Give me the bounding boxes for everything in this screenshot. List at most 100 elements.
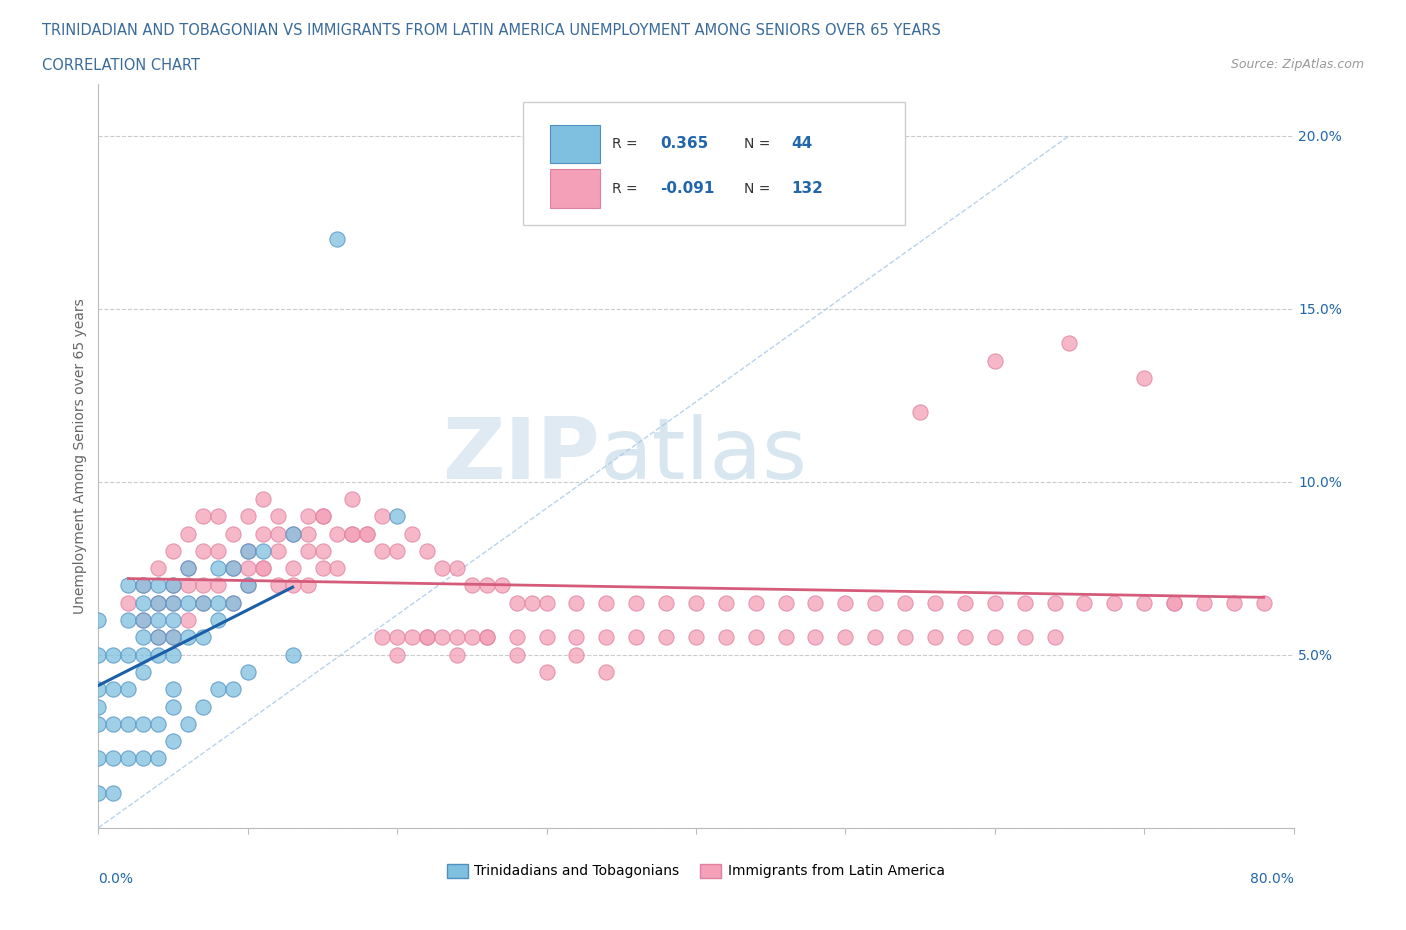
Point bbox=[475, 630, 498, 644]
Point bbox=[297, 526, 319, 541]
Point bbox=[1059, 336, 1081, 351]
Point bbox=[222, 595, 245, 610]
Point bbox=[207, 682, 229, 697]
Point bbox=[865, 630, 887, 644]
Point bbox=[162, 543, 184, 558]
Point bbox=[132, 595, 155, 610]
Text: 80.0%: 80.0% bbox=[1250, 872, 1294, 886]
FancyBboxPatch shape bbox=[523, 102, 905, 225]
Point bbox=[953, 630, 976, 644]
Point bbox=[342, 492, 364, 507]
Point bbox=[281, 647, 304, 662]
Point bbox=[148, 751, 170, 766]
Point bbox=[595, 630, 617, 644]
Point bbox=[148, 647, 170, 662]
Point bbox=[685, 630, 707, 644]
Point bbox=[177, 613, 200, 628]
Point bbox=[804, 595, 827, 610]
FancyBboxPatch shape bbox=[550, 169, 600, 208]
Point bbox=[565, 595, 588, 610]
Point bbox=[685, 595, 707, 610]
Point bbox=[983, 353, 1005, 368]
Point bbox=[416, 543, 439, 558]
Point bbox=[87, 682, 110, 697]
Point bbox=[117, 595, 139, 610]
Point bbox=[191, 578, 214, 593]
Point bbox=[371, 543, 394, 558]
Point bbox=[236, 561, 259, 576]
Point bbox=[834, 630, 856, 644]
Point bbox=[983, 630, 1005, 644]
Text: 44: 44 bbox=[792, 137, 813, 152]
Point bbox=[207, 561, 229, 576]
Point bbox=[177, 630, 200, 644]
Point bbox=[117, 613, 139, 628]
Point bbox=[148, 630, 170, 644]
Point bbox=[311, 509, 333, 524]
Point bbox=[177, 526, 200, 541]
Point bbox=[267, 543, 290, 558]
Point bbox=[446, 561, 468, 576]
Point bbox=[506, 647, 529, 662]
Point bbox=[222, 526, 245, 541]
Point bbox=[655, 595, 678, 610]
Point bbox=[267, 578, 290, 593]
Point bbox=[162, 630, 184, 644]
Point bbox=[222, 682, 245, 697]
Text: R =: R = bbox=[612, 181, 643, 195]
Point bbox=[655, 630, 678, 644]
Point bbox=[252, 543, 274, 558]
Point bbox=[162, 647, 184, 662]
Text: 0.365: 0.365 bbox=[661, 137, 709, 152]
Point bbox=[222, 561, 245, 576]
Point bbox=[191, 630, 214, 644]
Point bbox=[162, 578, 184, 593]
Point bbox=[177, 595, 200, 610]
Point bbox=[162, 595, 184, 610]
Point bbox=[132, 613, 155, 628]
Point bbox=[297, 543, 319, 558]
Point bbox=[132, 630, 155, 644]
Point bbox=[177, 561, 200, 576]
Point bbox=[430, 630, 453, 644]
Legend: Trinidadians and Tobagonians, Immigrants from Latin America: Trinidadians and Tobagonians, Immigrants… bbox=[441, 858, 950, 884]
Point bbox=[775, 630, 797, 644]
Point bbox=[148, 630, 170, 644]
Point bbox=[745, 595, 768, 610]
Point bbox=[87, 716, 110, 731]
Text: CORRELATION CHART: CORRELATION CHART bbox=[42, 58, 200, 73]
Point bbox=[804, 630, 827, 644]
Point bbox=[162, 613, 184, 628]
Point bbox=[491, 578, 513, 593]
Point bbox=[834, 595, 856, 610]
Point bbox=[267, 509, 290, 524]
Point bbox=[177, 561, 200, 576]
Point bbox=[162, 734, 184, 749]
Point bbox=[371, 509, 394, 524]
Point bbox=[595, 665, 617, 680]
Point bbox=[908, 405, 931, 419]
Point bbox=[1192, 595, 1215, 610]
Point bbox=[207, 509, 229, 524]
Point bbox=[162, 682, 184, 697]
Point bbox=[1043, 630, 1066, 644]
Point bbox=[356, 526, 378, 541]
Point bbox=[401, 630, 423, 644]
Point bbox=[148, 561, 170, 576]
Point bbox=[1014, 630, 1036, 644]
Point bbox=[714, 630, 737, 644]
Point bbox=[894, 630, 917, 644]
Point bbox=[1104, 595, 1126, 610]
Point bbox=[953, 595, 976, 610]
Point bbox=[536, 595, 558, 610]
Point bbox=[103, 786, 125, 801]
Point bbox=[236, 543, 259, 558]
Point bbox=[87, 613, 110, 628]
Point bbox=[924, 630, 946, 644]
Text: ZIP: ZIP bbox=[443, 414, 600, 498]
Point bbox=[1133, 370, 1156, 385]
Point bbox=[132, 578, 155, 593]
Text: 132: 132 bbox=[792, 181, 824, 196]
Point bbox=[371, 630, 394, 644]
Point bbox=[326, 526, 349, 541]
